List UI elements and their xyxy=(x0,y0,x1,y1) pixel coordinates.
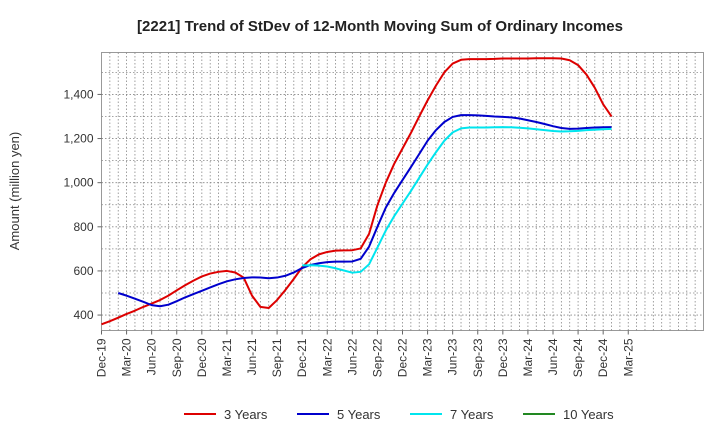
x-tick-label: Sep-23 xyxy=(471,338,485,377)
y-tick-label: 1,000 xyxy=(63,176,93,190)
x-tick-label: Mar-25 xyxy=(621,338,635,376)
x-tick-label: Mar-24 xyxy=(521,338,535,376)
x-axis: Dec-19 Mar-20 Jun-20 Sep-20 Dec-20 Mar-21 Jun-… xyxy=(95,330,635,377)
y-axis: 400 600 800 1,000 1,200 1,400 xyxy=(63,87,102,322)
x-tick-label: Mar-20 xyxy=(120,338,134,376)
legend-label-3-years: 3 Years xyxy=(224,407,268,422)
y-axis-label: Amount (million yen) xyxy=(7,132,22,251)
x-tick-label: Jun-20 xyxy=(145,338,159,375)
series-line-5-years xyxy=(117,114,612,308)
x-tick-label: Jun-23 xyxy=(446,338,460,375)
x-tick-label: Dec-20 xyxy=(195,338,209,377)
series-line-7-years xyxy=(302,126,612,274)
gridlines xyxy=(101,52,704,331)
x-tick-label: Dec-19 xyxy=(95,338,109,377)
x-tick-label: Dec-21 xyxy=(295,338,309,377)
legend: 3 Years 5 Years 7 Years 10 Years xyxy=(184,407,614,422)
chart-title: [2221] Trend of StDev of 12-Month Moving… xyxy=(137,18,623,35)
series-lines xyxy=(101,57,613,326)
legend-label-7-years: 7 Years xyxy=(450,407,494,422)
x-tick-label: Dec-24 xyxy=(596,338,610,377)
y-tick-label: 600 xyxy=(73,264,93,278)
y-tick-label: 400 xyxy=(73,308,93,322)
x-tick-label: Dec-22 xyxy=(396,338,410,377)
y-tick-label: 800 xyxy=(73,220,93,234)
series-line-3-years xyxy=(101,57,613,326)
x-tick-label: Mar-23 xyxy=(421,338,435,376)
x-tick-label: Mar-22 xyxy=(320,338,334,376)
x-tick-label: Mar-21 xyxy=(220,338,234,376)
x-tick-label: Jun-21 xyxy=(245,338,259,375)
legend-label-5-years: 5 Years xyxy=(337,407,381,422)
y-tick-label: 1,400 xyxy=(63,87,93,101)
x-tick-label: Dec-23 xyxy=(496,338,510,377)
x-tick-label: Jun-24 xyxy=(546,338,560,375)
x-tick-label: Sep-24 xyxy=(571,338,585,377)
x-tick-label: Sep-22 xyxy=(370,338,384,377)
legend-label-10-years: 10 Years xyxy=(563,407,614,422)
x-tick-label: Jun-22 xyxy=(345,338,359,375)
x-tick-label: Sep-21 xyxy=(270,338,284,377)
x-tick-label: Sep-20 xyxy=(170,338,184,377)
y-tick-label: 1,200 xyxy=(63,132,93,146)
